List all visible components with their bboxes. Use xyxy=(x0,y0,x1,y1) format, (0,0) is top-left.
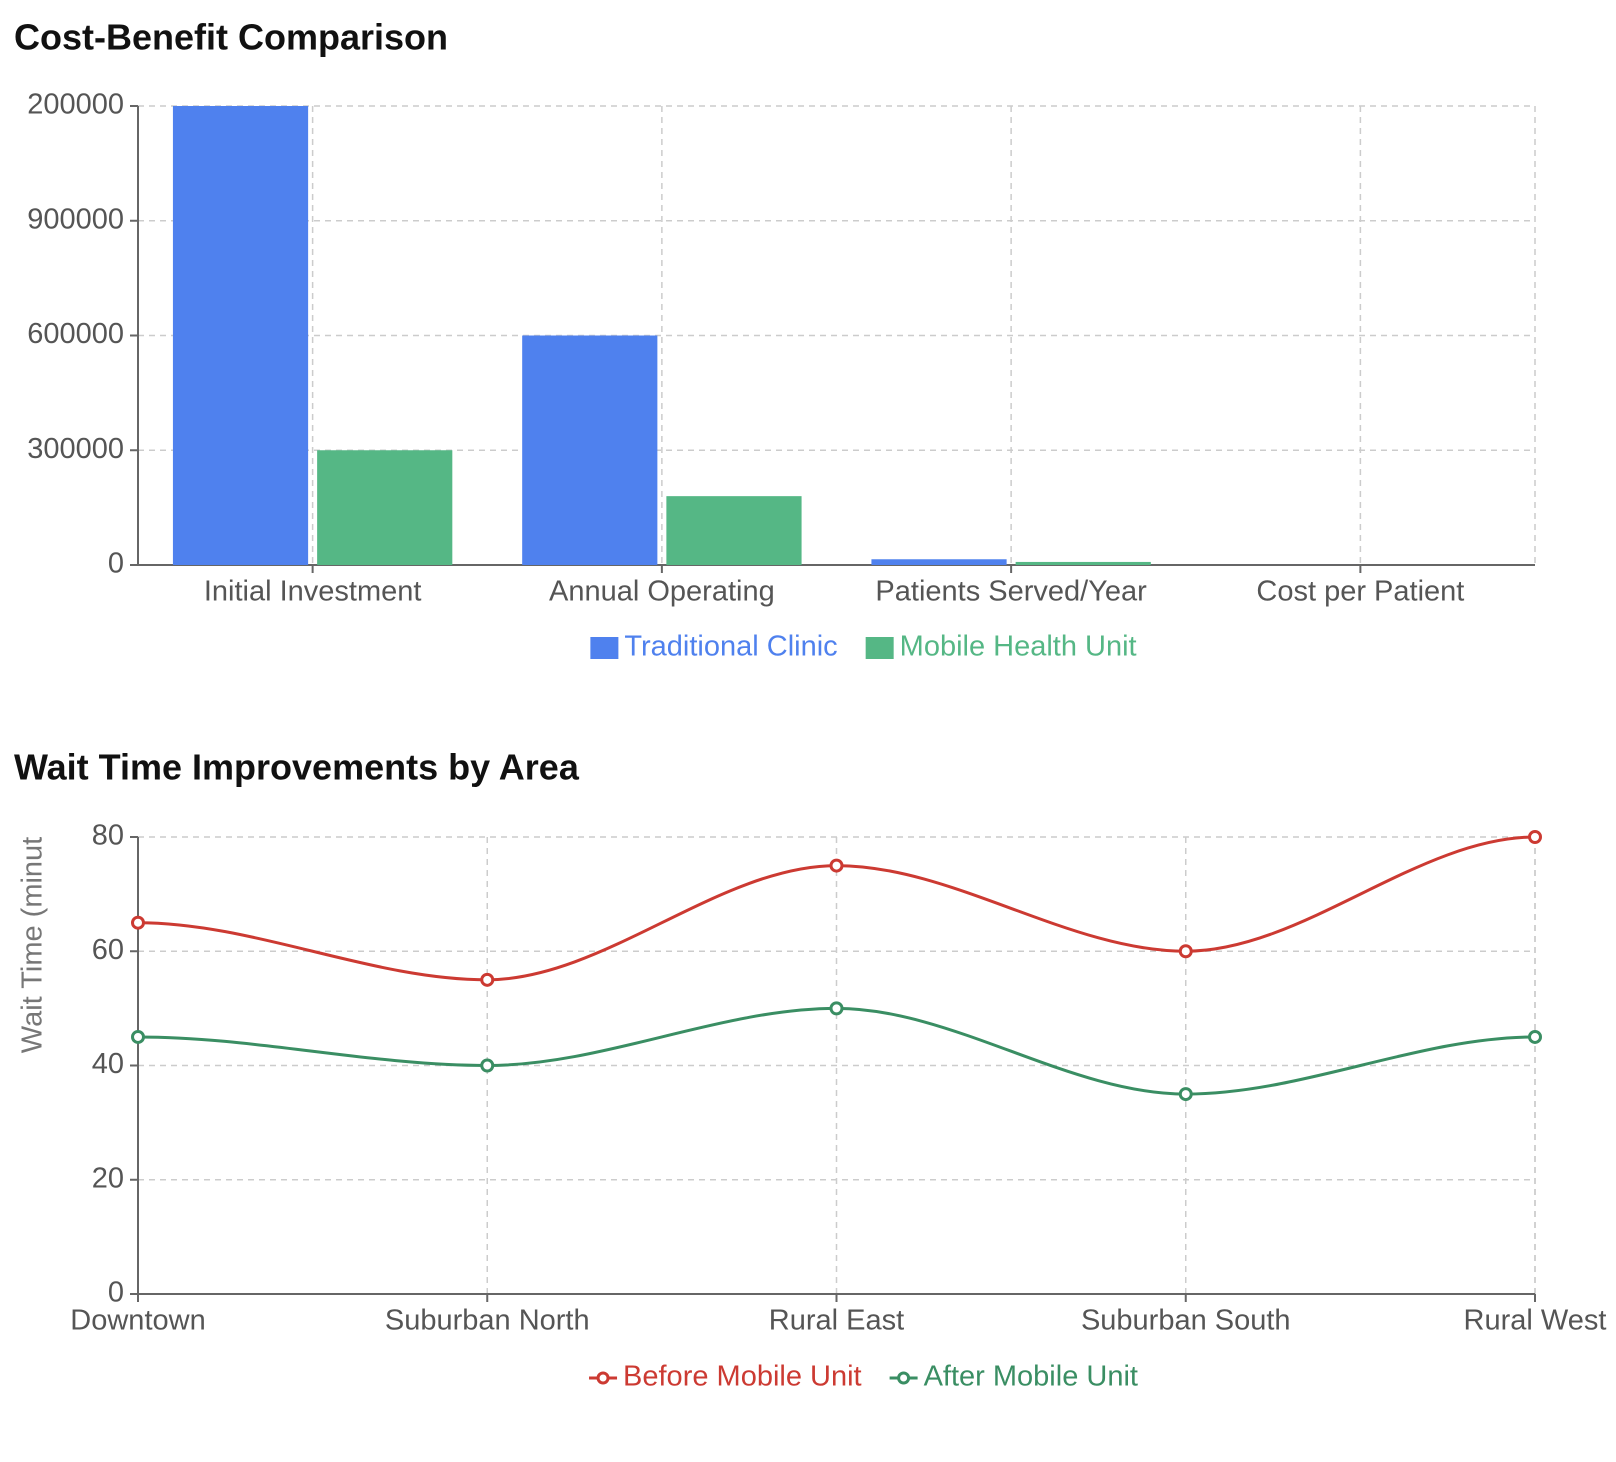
legend-label: Before Mobile Unit xyxy=(623,1361,862,1393)
x-tick-label: Patients Served/Year xyxy=(875,576,1147,608)
legend-label: After Mobile Unit xyxy=(924,1361,1138,1393)
point xyxy=(1178,1087,1193,1102)
y-tick-label: 300000 xyxy=(27,433,124,465)
y-tick-label: 200000 xyxy=(27,89,124,121)
point xyxy=(131,915,145,930)
legend-swatch xyxy=(596,1371,610,1385)
y-tick-label: 0 xyxy=(108,1277,124,1309)
chart-title: Cost-Benefit Comparison xyxy=(14,17,448,58)
x-tick-label: Downtown xyxy=(70,1305,205,1337)
point xyxy=(1178,944,1193,959)
bar xyxy=(1015,561,1151,565)
x-tick-label: Annual Operating xyxy=(549,576,775,608)
legend-swatch xyxy=(865,637,894,659)
point xyxy=(1528,830,1542,844)
point xyxy=(131,1029,145,1044)
y-tick-label: 20 xyxy=(92,1162,124,1194)
y-tick-label: 0 xyxy=(108,548,124,580)
point xyxy=(480,1058,495,1073)
x-tick-label: Suburban North xyxy=(385,1305,590,1337)
bar xyxy=(317,450,453,565)
x-tick-label: Rural East xyxy=(769,1305,904,1337)
x-tick-label: Suburban South xyxy=(1081,1305,1291,1337)
bar xyxy=(172,106,309,565)
y-tick-label: 900000 xyxy=(27,203,124,235)
y-tick-label: 60 xyxy=(92,934,124,966)
bar xyxy=(666,496,802,565)
y-tick-label: 600000 xyxy=(27,318,124,350)
point xyxy=(829,858,844,873)
y-tick-label: 80 xyxy=(92,820,124,852)
legend-label: Mobile Health Unit xyxy=(900,631,1137,663)
y-axis-label: Wait Time (minut xyxy=(17,837,49,1053)
bar xyxy=(522,335,658,565)
legend-swatch xyxy=(590,637,619,659)
y-tick-label: 40 xyxy=(92,1048,124,1080)
x-tick-label: Initial Investment xyxy=(204,576,422,608)
point xyxy=(480,972,495,987)
legend-label: Traditional Clinic xyxy=(624,631,837,663)
point xyxy=(1528,1029,1542,1044)
point xyxy=(829,1001,844,1016)
x-tick-label: Cost per Patient xyxy=(1256,576,1464,608)
x-tick-label: Rural West xyxy=(1464,1305,1607,1337)
bar xyxy=(871,559,1007,565)
legend-swatch xyxy=(897,1371,911,1385)
chart-title: Wait Time Improvements by Area xyxy=(14,747,580,788)
